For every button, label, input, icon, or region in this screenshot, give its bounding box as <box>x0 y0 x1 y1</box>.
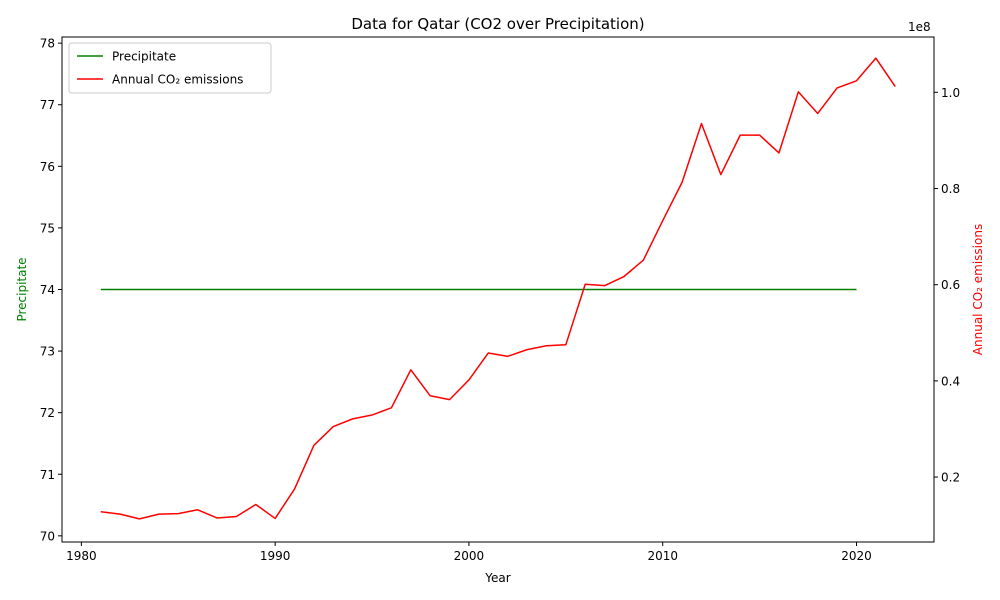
series-line-co2 <box>100 57 896 520</box>
legend-label-precipitate: Precipitate <box>112 50 176 64</box>
y-axis-left-label: Precipitate <box>15 257 29 321</box>
x-tick-label: 1980 <box>66 549 97 563</box>
y-left-tick-label: 74 <box>40 283 55 297</box>
y-left-tick-label: 72 <box>40 406 55 420</box>
x-tick-label: 2000 <box>454 549 485 563</box>
y-right-tick-label: 0.6 <box>941 278 960 292</box>
y-left-tick-label: 75 <box>40 221 55 235</box>
y-axis-right-label: Annual CO₂ emissions <box>971 224 985 355</box>
y-left-tick-label: 76 <box>40 160 55 174</box>
x-tick-label: 2010 <box>647 549 678 563</box>
legend-box <box>68 42 272 94</box>
y-right-tick-label: 1.0 <box>941 86 960 100</box>
y-left-tick-label: 77 <box>40 98 55 112</box>
x-tick-label: 1990 <box>260 549 291 563</box>
y-left-tick-label: 71 <box>40 468 55 482</box>
y-left-tick-label: 73 <box>40 345 55 359</box>
legend: Precipitate Annual CO₂ emissions <box>68 42 272 94</box>
y-right-tick-label: 0.8 <box>941 182 960 196</box>
x-tick-label: 2020 <box>841 549 872 563</box>
y-left-tick-label: 78 <box>40 37 55 51</box>
chart-title: Data for Qatar (CO2 over Precipitation) <box>351 15 644 33</box>
y-right-tick-label: 0.2 <box>941 471 960 485</box>
y-right-tick-label: 0.4 <box>941 374 960 388</box>
legend-label-co2: Annual CO₂ emissions <box>112 73 243 87</box>
y-left-tick-label: 70 <box>40 529 55 543</box>
x-axis-label: Year <box>484 571 510 585</box>
y-axis-right-multiplier: 1e8 <box>908 20 931 34</box>
